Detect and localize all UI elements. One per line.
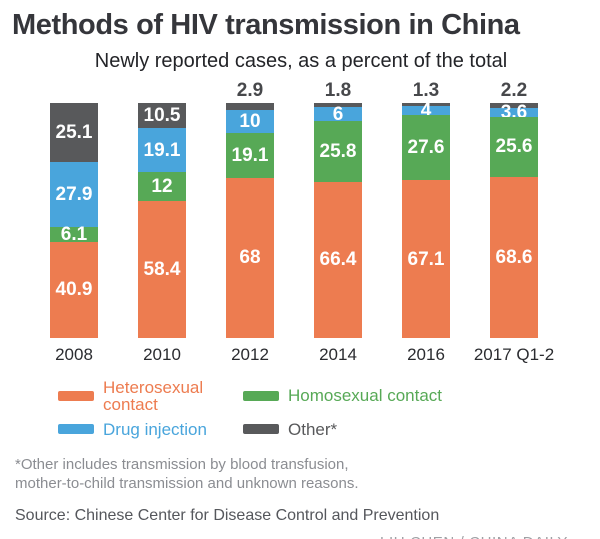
legend-label: Homosexual contact xyxy=(288,386,443,406)
stacked-bar: 3.6 25.6 68.6 xyxy=(490,101,538,338)
legend-swatch-icon xyxy=(243,390,279,401)
value-label-above-other: 1.8 xyxy=(324,79,352,101)
source-line: Source: Chinese Center for Disease Contr… xyxy=(15,507,440,525)
bar-segment-other xyxy=(402,102,450,106)
legend-item-drug_injection: Drug injection xyxy=(58,421,243,438)
value-label-homosexual: 27.6 xyxy=(407,137,445,159)
bar-segment-other xyxy=(490,102,538,109)
bar-segment-heterosexual: 40.9 xyxy=(50,241,98,338)
legend-label: Other* xyxy=(288,419,338,439)
bar-segment-homosexual: 25.8 xyxy=(314,121,362,182)
footnote-line-1: *Other includes transmission by blood tr… xyxy=(15,455,349,473)
footnote: *Other includes transmission by blood tr… xyxy=(15,455,590,493)
bar-segment-heterosexual: 66.4 xyxy=(314,181,362,338)
bar-segment-heterosexual: 58.4 xyxy=(138,200,186,338)
bar-segment-other: 10.5 xyxy=(138,102,186,128)
value-label-drug_injection: 4 xyxy=(420,100,432,122)
value-label-heterosexual: 67.1 xyxy=(407,248,445,270)
value-label-homosexual: 12 xyxy=(151,176,173,198)
bar-segment-homosexual: 19.1 xyxy=(226,133,274,179)
x-axis-label: 2008 xyxy=(55,344,93,364)
chart-title: Methods of HIV transmission in China xyxy=(12,9,520,41)
stacked-bar: 4 27.6 67.1 xyxy=(402,100,450,338)
value-label-drug_injection: 6 xyxy=(332,103,344,125)
x-axis-label: 2012 xyxy=(231,344,269,364)
legend-swatch-icon xyxy=(58,424,94,435)
value-label-homosexual: 6.1 xyxy=(60,224,88,246)
stacked-bar-chart: 25.1 27.9 6.1 40.9 2008 10.5 19.1 12 58.4 2010 2.9… xyxy=(12,81,590,365)
bar-column-2017-q1-2: 2.2 3.6 25.6 68.6 2017 Q1-2 xyxy=(470,81,558,365)
bar-column-2010: 10.5 19.1 12 58.4 2010 xyxy=(118,102,206,365)
value-label-homosexual: 25.6 xyxy=(495,136,533,158)
bar-segment-other xyxy=(226,102,274,110)
bar-segment-homosexual: 12 xyxy=(138,172,186,201)
legend-label: Heterosexual contact xyxy=(103,377,204,414)
x-axis-label: 2017 Q1-2 xyxy=(473,344,555,364)
bar-column-2014: 1.8 6 25.8 66.4 2014 xyxy=(294,81,382,365)
legend-item-homosexual: Homosexual contact xyxy=(243,379,590,413)
bar-wrap: 2.9 10 19.1 68 xyxy=(226,81,274,338)
bar-wrap: 1.3 4 27.6 67.1 xyxy=(402,81,450,338)
value-label-drug_injection: 27.9 xyxy=(55,184,93,206)
value-label-heterosexual: 66.4 xyxy=(319,249,357,271)
legend-label: Drug injection xyxy=(103,419,207,439)
value-label-drug_injection: 10 xyxy=(239,110,261,132)
value-label-other: 25.1 xyxy=(55,121,93,143)
value-label-heterosexual: 40.9 xyxy=(55,279,93,301)
bar-wrap: 2.2 3.6 25.6 68.6 xyxy=(490,81,538,338)
value-label-drug_injection: 3.6 xyxy=(500,101,528,123)
bar-wrap: 25.1 27.9 6.1 40.9 xyxy=(50,102,98,338)
value-label-heterosexual: 58.4 xyxy=(143,258,181,280)
bar-column-2016: 1.3 4 27.6 67.1 2016 xyxy=(382,81,470,365)
bar-segment-drug_injection: 4 xyxy=(402,100,450,122)
bar-segment-drug_injection: 3.6 xyxy=(490,101,538,123)
bar-segment-drug_injection: 27.9 xyxy=(50,161,98,228)
value-label-above-other: 2.9 xyxy=(236,79,264,101)
bar-segment-drug_injection: 6 xyxy=(314,103,362,125)
value-label-above-other: 2.2 xyxy=(500,79,528,101)
bar-segment-drug_injection: 19.1 xyxy=(138,127,186,173)
bar-segment-heterosexual: 67.1 xyxy=(402,180,450,338)
credit-line: LIU CHEN / CHINA DAILY xyxy=(12,534,590,539)
bar-column-2008: 25.1 27.9 6.1 40.9 2008 xyxy=(30,102,118,365)
bar-column-2012: 2.9 10 19.1 68 2012 xyxy=(206,81,294,365)
legend: Heterosexual contact Homosexual contact Dr… xyxy=(58,379,590,438)
bar-segment-homosexual: 27.6 xyxy=(402,115,450,181)
stacked-bar: 10 19.1 68 xyxy=(226,102,274,338)
legend-swatch-icon xyxy=(58,390,94,401)
bar-segment-homosexual: 25.6 xyxy=(490,116,538,177)
value-label-above-other: 1.3 xyxy=(412,79,440,101)
value-label-heterosexual: 68 xyxy=(239,247,261,269)
value-label-homosexual: 19.1 xyxy=(231,145,269,167)
bar-segment-heterosexual: 68 xyxy=(226,178,274,338)
x-axis-label: 2014 xyxy=(319,344,357,364)
footnote-line-2: mother-to-child transmission and unknown… xyxy=(15,475,359,493)
bar-segment-homosexual: 6.1 xyxy=(50,224,98,246)
legend-item-other: Other* xyxy=(243,421,590,438)
stacked-bar: 6 25.8 66.4 xyxy=(314,102,362,338)
bar-wrap: 10.5 19.1 12 58.4 xyxy=(138,102,186,338)
legend-swatch-icon xyxy=(243,424,279,435)
stacked-bar: 10.5 19.1 12 58.4 xyxy=(138,102,186,338)
stacked-bar: 25.1 27.9 6.1 40.9 xyxy=(50,102,98,338)
value-label-drug_injection: 19.1 xyxy=(143,139,181,161)
legend-item-heterosexual: Heterosexual contact xyxy=(58,379,243,413)
bar-wrap: 1.8 6 25.8 66.4 xyxy=(314,81,362,338)
x-axis-label: 2016 xyxy=(407,344,445,364)
value-label-other: 10.5 xyxy=(143,104,181,126)
chart-subtitle: Newly reported cases, as a percent of th… xyxy=(94,49,508,72)
bar-segment-other xyxy=(314,102,362,108)
x-axis-label: 2010 xyxy=(143,344,181,364)
bar-segment-other: 25.1 xyxy=(50,102,98,162)
bar-segment-drug_injection: 10 xyxy=(226,109,274,134)
value-label-homosexual: 25.8 xyxy=(319,141,357,163)
bar-segment-heterosexual: 68.6 xyxy=(490,176,538,338)
value-label-heterosexual: 68.6 xyxy=(495,246,533,268)
